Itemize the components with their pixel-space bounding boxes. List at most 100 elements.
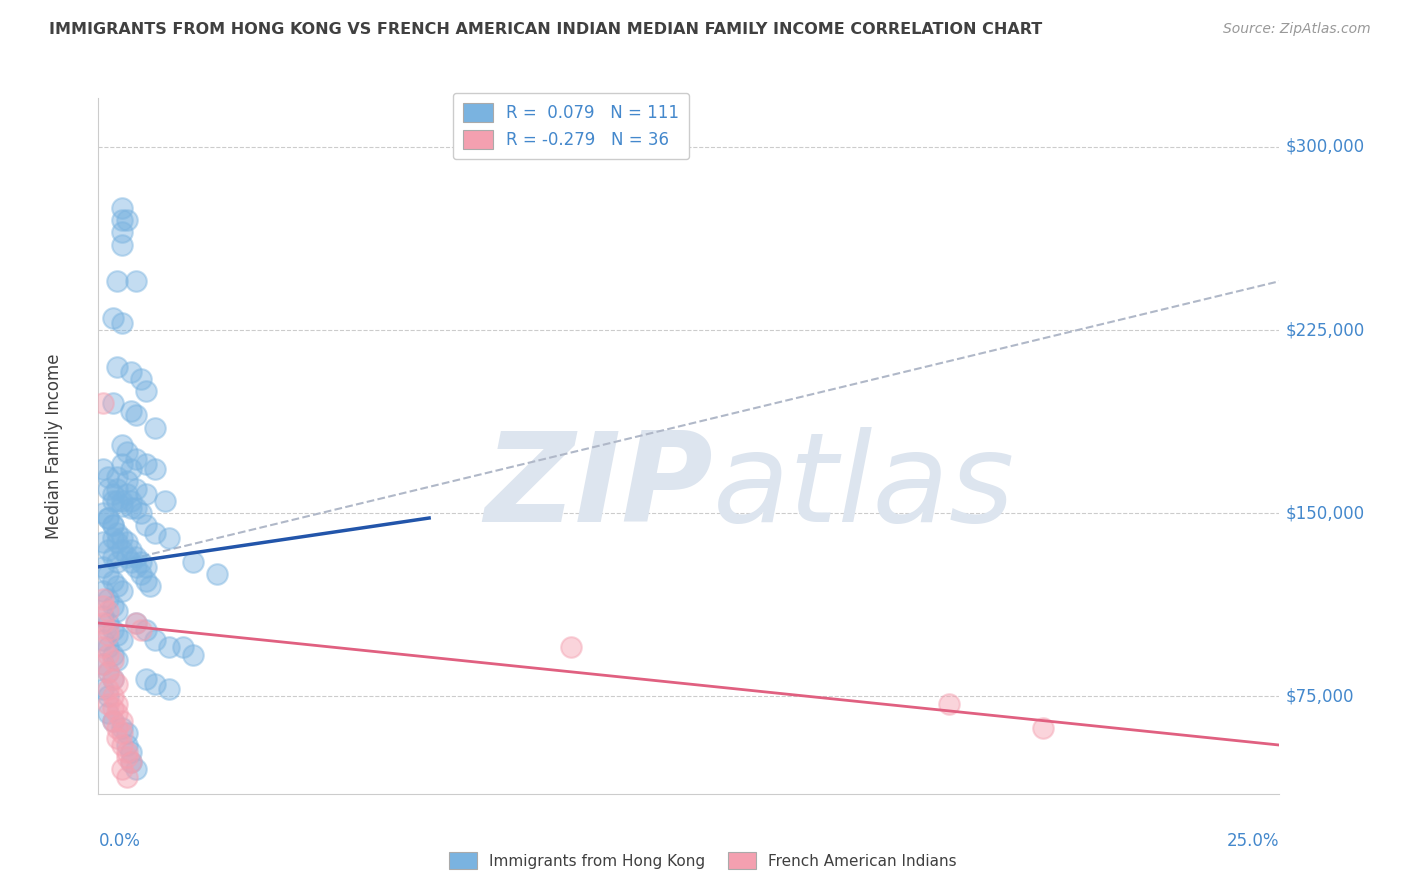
Point [111,494,134,508]
Point [125,763,148,777]
Text: Median Family Income: Median Family Income [45,353,62,539]
Point [101,672,124,686]
Point [91,633,114,648]
Point [111,584,134,599]
Point [115,770,138,784]
Point [91,462,114,476]
Point [101,574,124,589]
Point [97,482,120,496]
Point [101,396,124,410]
Point [111,226,134,240]
Point [143,633,166,648]
Point [172,640,194,655]
Point [143,420,166,434]
Point [135,384,157,398]
Point [560,640,582,655]
Point [125,615,148,630]
Point [111,714,134,728]
Point [101,599,124,613]
Point [125,482,148,496]
Point [115,475,138,489]
Point [91,681,114,696]
Point [111,499,134,513]
Text: $75,000: $75,000 [1285,687,1354,706]
Text: IMMIGRANTS FROM HONG KONG VS FRENCH AMERICAN INDIAN MEDIAN FAMILY INCOME CORRELA: IMMIGRANTS FROM HONG KONG VS FRENCH AMER… [49,22,1042,37]
Point [91,591,114,606]
Point [97,690,120,704]
Point [157,531,180,545]
Point [97,624,120,638]
Point [101,550,124,565]
Point [121,403,143,417]
Point [91,396,114,410]
Point [121,755,143,769]
Point [111,237,134,252]
Point [101,486,124,500]
Point [101,518,124,533]
Point [101,672,124,686]
Point [97,665,120,679]
Point [97,469,120,483]
Point [1032,721,1054,735]
Point [97,681,120,696]
Point [129,567,152,582]
Point [101,531,124,545]
Point [111,542,134,557]
Point [115,726,138,740]
Point [97,706,120,721]
Point [105,525,128,540]
Point [143,525,166,540]
Point [97,511,120,525]
Point [91,615,114,630]
Point [111,201,134,215]
Legend: Immigrants from Hong Kong, French American Indians: Immigrants from Hong Kong, French Americ… [443,846,963,875]
Point [181,555,204,569]
Point [101,518,124,533]
Point [101,624,124,638]
Point [938,697,960,711]
Point [111,721,134,735]
Point [135,518,157,533]
Point [91,584,114,599]
Point [139,579,162,593]
Legend: R =  0.079   N = 111, R = -0.279   N = 36: R = 0.079 N = 111, R = -0.279 N = 36 [453,93,689,160]
Point [129,372,152,386]
Point [121,365,143,379]
Point [135,624,157,638]
Point [105,697,128,711]
Point [125,550,148,565]
Point [125,274,148,288]
Point [115,750,138,764]
Point [105,731,128,745]
Point [115,550,138,565]
Point [101,648,124,662]
Point [91,657,114,672]
Point [105,469,128,483]
Point [105,604,128,618]
Point [97,628,120,642]
Point [105,555,128,569]
Point [101,310,124,325]
Point [121,755,143,769]
Point [115,745,138,759]
Text: $225,000: $225,000 [1285,321,1365,339]
Point [101,701,124,715]
Point [125,452,148,467]
Point [111,458,134,472]
Point [143,677,166,691]
Point [91,640,114,655]
Point [135,458,157,472]
Point [105,482,128,496]
Point [153,494,176,508]
Point [105,677,128,691]
Point [143,462,166,476]
Point [97,591,120,606]
Point [91,657,114,672]
Point [105,706,128,721]
Point [157,640,180,655]
Point [97,604,120,618]
Point [121,462,143,476]
Point [97,640,120,655]
Point [97,542,120,557]
Point [105,535,128,549]
